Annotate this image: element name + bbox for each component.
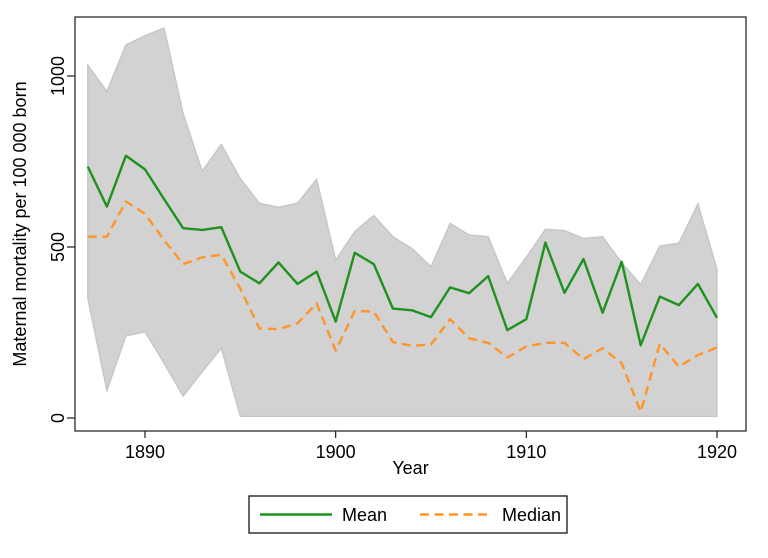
x-axis-tick-label: 1910 bbox=[506, 442, 546, 462]
x-axis-tick-label: 1890 bbox=[125, 442, 165, 462]
legend-box bbox=[248, 495, 568, 534]
legend-median-label: Median bbox=[502, 505, 561, 525]
x-axis-tick-label: 1900 bbox=[316, 442, 356, 462]
y-axis-title: Maternal mortality per 100 000 born bbox=[10, 81, 30, 366]
x-axis-tick-label: 1920 bbox=[697, 442, 737, 462]
range-band bbox=[87, 27, 718, 417]
y-axis-tick-label: 1000 bbox=[48, 56, 68, 96]
x-axis-title: Year bbox=[392, 458, 428, 478]
median-line bbox=[87, 200, 718, 413]
legend-mean-label: Mean bbox=[342, 505, 387, 525]
y-axis-tick-label: 500 bbox=[48, 232, 68, 262]
plot-frame bbox=[74, 16, 747, 432]
mean-line bbox=[86, 154, 719, 347]
y-axis-tick-label: 0 bbox=[48, 413, 68, 423]
